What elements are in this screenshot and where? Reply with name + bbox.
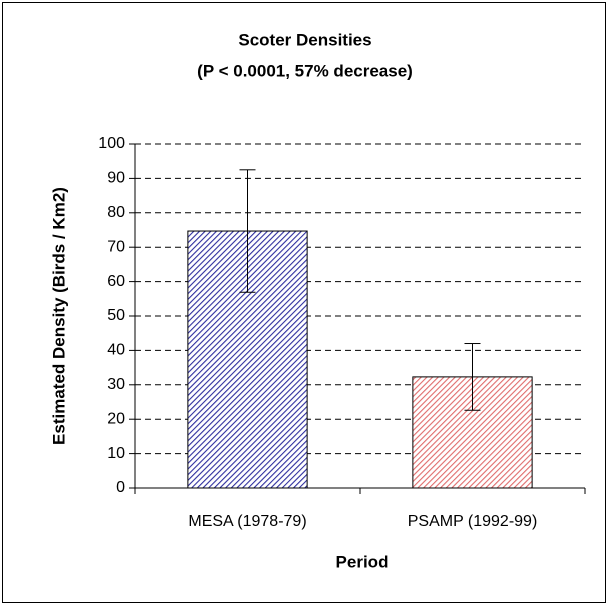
x-tick-label: PSAMP (1992-99) bbox=[408, 513, 538, 530]
y-axis-label: Estimated Density (Birds / Km2) bbox=[49, 187, 68, 445]
y-tick-label: 10 bbox=[107, 445, 125, 462]
y-tick-label: 70 bbox=[107, 238, 125, 255]
y-tick-label: 60 bbox=[107, 273, 125, 290]
y-tick-label: 100 bbox=[98, 135, 125, 152]
chart-title: Scoter Densities bbox=[238, 30, 371, 49]
y-tick-label: 0 bbox=[116, 479, 125, 496]
y-tick-label: 20 bbox=[107, 410, 125, 427]
y-tick-label: 90 bbox=[107, 170, 125, 187]
y-tick-label: 50 bbox=[107, 307, 125, 324]
x-tick-label: MESA (1978-79) bbox=[188, 513, 306, 530]
error-bar bbox=[239, 169, 256, 293]
x-axis-label: Period bbox=[336, 552, 389, 571]
y-tick-label: 40 bbox=[107, 342, 125, 359]
y-tick-label: 30 bbox=[107, 376, 125, 393]
y-tick-label: 80 bbox=[107, 204, 125, 221]
chart-subtitle: (P < 0.0001, 57% decrease) bbox=[197, 61, 413, 80]
error-bar bbox=[464, 343, 481, 411]
